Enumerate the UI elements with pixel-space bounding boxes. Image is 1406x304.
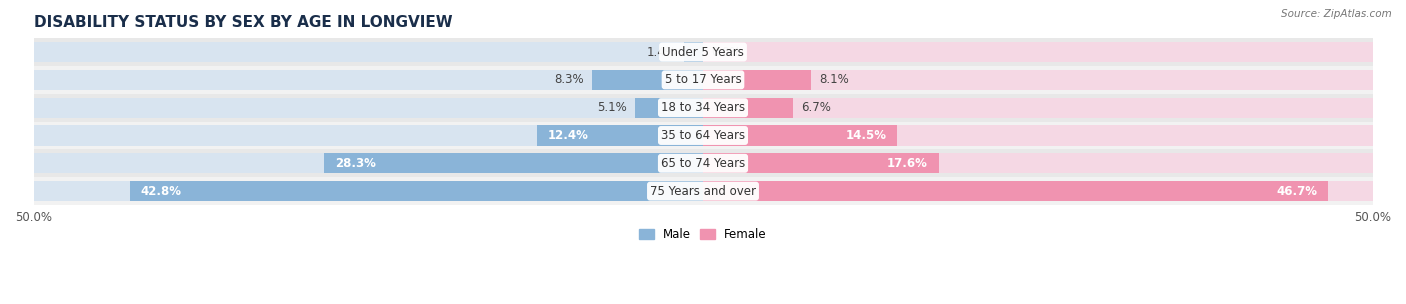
Text: 8.1%: 8.1% bbox=[820, 73, 849, 86]
Legend: Male, Female: Male, Female bbox=[634, 223, 772, 246]
Bar bbox=[34, 98, 703, 118]
Bar bbox=[34, 70, 703, 90]
Text: 28.3%: 28.3% bbox=[335, 157, 375, 170]
Text: 14.5%: 14.5% bbox=[845, 129, 886, 142]
Bar bbox=[703, 42, 1372, 62]
Bar bbox=[703, 98, 1372, 118]
Text: 46.7%: 46.7% bbox=[1277, 185, 1317, 198]
Text: 5.1%: 5.1% bbox=[598, 101, 627, 114]
Bar bbox=[703, 181, 1329, 201]
Text: 42.8%: 42.8% bbox=[141, 185, 181, 198]
Bar bbox=[34, 66, 1372, 94]
Bar bbox=[34, 122, 1372, 149]
Bar bbox=[323, 153, 703, 173]
Bar bbox=[34, 153, 703, 173]
Text: 6.7%: 6.7% bbox=[801, 101, 831, 114]
Text: Under 5 Years: Under 5 Years bbox=[662, 46, 744, 59]
Bar bbox=[129, 181, 703, 201]
Bar bbox=[537, 126, 703, 146]
Bar bbox=[703, 153, 1372, 173]
Bar bbox=[703, 70, 1372, 90]
Text: 65 to 74 Years: 65 to 74 Years bbox=[661, 157, 745, 170]
Text: 5 to 17 Years: 5 to 17 Years bbox=[665, 73, 741, 86]
Text: 75 Years and over: 75 Years and over bbox=[650, 185, 756, 198]
Bar bbox=[592, 70, 703, 90]
Bar bbox=[34, 181, 703, 201]
Bar bbox=[34, 149, 1372, 177]
Text: 8.3%: 8.3% bbox=[554, 73, 583, 86]
Text: 0.0%: 0.0% bbox=[711, 46, 741, 59]
Bar bbox=[703, 126, 1372, 146]
Bar bbox=[703, 153, 939, 173]
Bar bbox=[703, 98, 793, 118]
Bar bbox=[34, 177, 1372, 205]
Text: 35 to 64 Years: 35 to 64 Years bbox=[661, 129, 745, 142]
Bar bbox=[685, 42, 703, 62]
Bar bbox=[34, 94, 1372, 122]
Bar bbox=[34, 126, 703, 146]
Bar bbox=[634, 98, 703, 118]
Text: 1.4%: 1.4% bbox=[647, 46, 676, 59]
Bar bbox=[34, 38, 1372, 66]
Bar bbox=[703, 126, 897, 146]
Text: 17.6%: 17.6% bbox=[887, 157, 928, 170]
Text: 18 to 34 Years: 18 to 34 Years bbox=[661, 101, 745, 114]
Text: Source: ZipAtlas.com: Source: ZipAtlas.com bbox=[1281, 9, 1392, 19]
Text: 12.4%: 12.4% bbox=[548, 129, 589, 142]
Bar bbox=[703, 70, 811, 90]
Bar bbox=[703, 181, 1372, 201]
Text: DISABILITY STATUS BY SEX BY AGE IN LONGVIEW: DISABILITY STATUS BY SEX BY AGE IN LONGV… bbox=[34, 15, 453, 30]
Bar bbox=[34, 42, 703, 62]
